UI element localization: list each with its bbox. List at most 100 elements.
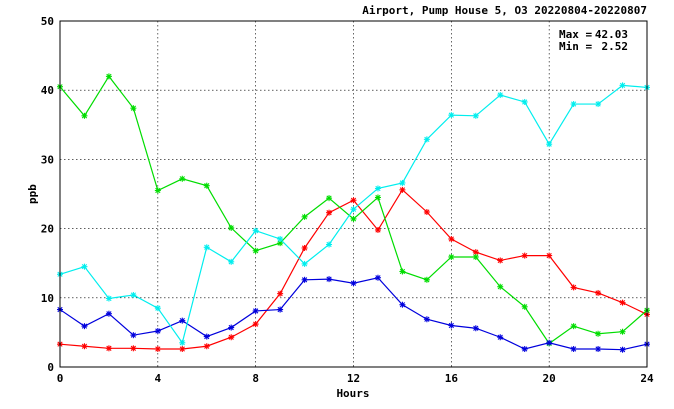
data-point-marker <box>228 258 235 265</box>
data-point-marker <box>595 330 602 337</box>
data-point-marker <box>228 324 235 331</box>
data-point-marker <box>399 179 406 186</box>
series-layer <box>57 73 650 353</box>
x-tick-label: 24 <box>640 372 654 385</box>
data-point-marker <box>423 136 430 143</box>
data-point-marker <box>301 276 308 283</box>
max-value: 42.03 <box>595 28 628 41</box>
data-point-marker <box>277 235 284 242</box>
data-point-marker <box>228 224 235 231</box>
data-point-marker <box>619 328 626 335</box>
min-value: 2.52 <box>602 40 629 53</box>
data-point-marker <box>570 101 577 108</box>
data-point-marker <box>350 280 357 287</box>
data-point-marker <box>203 182 210 189</box>
data-point-marker <box>130 345 137 352</box>
data-point-marker <box>179 346 186 353</box>
data-point-marker <box>105 295 112 302</box>
data-point-marker <box>374 274 381 281</box>
data-point-marker <box>277 290 284 297</box>
x-tick-label: 12 <box>347 372 360 385</box>
data-point-marker <box>301 244 308 251</box>
data-point-marker <box>105 310 112 317</box>
x-tick-label: 16 <box>445 372 459 385</box>
data-point-marker <box>595 289 602 296</box>
data-point-marker <box>252 247 259 254</box>
data-point-marker <box>595 346 602 353</box>
data-point-marker <box>399 186 406 193</box>
data-point-marker <box>301 213 308 220</box>
chart-title: Airport, Pump House 5, O3 20220804-20220… <box>362 4 647 17</box>
series-2 <box>57 73 650 347</box>
data-point-marker <box>326 276 333 283</box>
plot-frame <box>59 20 648 368</box>
min-label: Min = <box>559 40 592 53</box>
data-point-marker <box>570 323 577 330</box>
data-point-marker <box>179 339 186 346</box>
series-3 <box>57 274 650 353</box>
data-point-marker <box>472 325 479 332</box>
data-point-marker <box>81 343 88 350</box>
data-point-marker <box>154 305 161 312</box>
data-point-marker <box>81 263 88 270</box>
data-point-marker <box>252 227 259 234</box>
data-point-marker <box>497 92 504 99</box>
data-point-marker <box>448 235 455 242</box>
data-point-marker <box>203 244 210 251</box>
data-point-marker <box>81 323 88 330</box>
data-point-marker <box>497 334 504 341</box>
data-point-marker <box>130 105 137 112</box>
x-tick-label: 20 <box>543 372 556 385</box>
data-point-marker <box>521 346 528 353</box>
data-point-marker <box>81 112 88 119</box>
data-point-marker <box>448 322 455 329</box>
data-point-marker <box>619 82 626 89</box>
data-point-marker <box>399 301 406 308</box>
grid-lines <box>60 21 647 367</box>
x-axis-label: Hours <box>336 387 369 400</box>
data-point-marker <box>521 252 528 259</box>
y-axis-label: ppb <box>26 184 39 204</box>
data-point-marker <box>154 328 161 335</box>
series-1 <box>57 186 650 353</box>
max-label: Max = <box>559 28 592 41</box>
data-point-marker <box>497 283 504 290</box>
data-point-marker <box>423 316 430 323</box>
x-tick-label: 8 <box>252 372 259 385</box>
data-point-marker <box>252 307 259 314</box>
data-point-marker <box>546 141 553 148</box>
data-point-marker <box>105 345 112 352</box>
data-point-marker <box>203 333 210 340</box>
data-point-marker <box>619 299 626 306</box>
data-point-marker <box>105 73 112 80</box>
data-point-marker <box>130 292 137 299</box>
data-point-marker <box>350 197 357 204</box>
data-point-marker <box>399 268 406 275</box>
data-point-marker <box>374 194 381 201</box>
data-point-marker <box>472 112 479 119</box>
data-point-marker <box>326 241 333 248</box>
data-point-marker <box>521 98 528 105</box>
tick-layer: 0 4 8 12 16 20 24 0 10 20 30 40 50 <box>41 15 654 385</box>
data-point-marker <box>472 253 479 260</box>
data-point-marker <box>595 101 602 108</box>
data-point-marker <box>619 346 626 353</box>
data-point-marker <box>130 332 137 339</box>
data-point-marker <box>448 112 455 119</box>
data-point-marker <box>154 187 161 194</box>
data-point-marker <box>252 321 259 328</box>
y-tick-label: 20 <box>41 223 54 236</box>
data-point-marker <box>179 317 186 324</box>
data-point-marker <box>374 185 381 192</box>
data-point-marker <box>203 343 210 350</box>
data-point-marker <box>326 209 333 216</box>
data-point-marker <box>546 339 553 346</box>
data-point-marker <box>497 257 504 264</box>
data-point-marker <box>277 306 284 313</box>
data-point-marker <box>179 175 186 182</box>
data-point-marker <box>423 276 430 283</box>
data-point-marker <box>448 253 455 260</box>
y-tick-label: 0 <box>47 361 54 374</box>
data-point-marker <box>546 252 553 259</box>
data-point-marker <box>350 206 357 213</box>
